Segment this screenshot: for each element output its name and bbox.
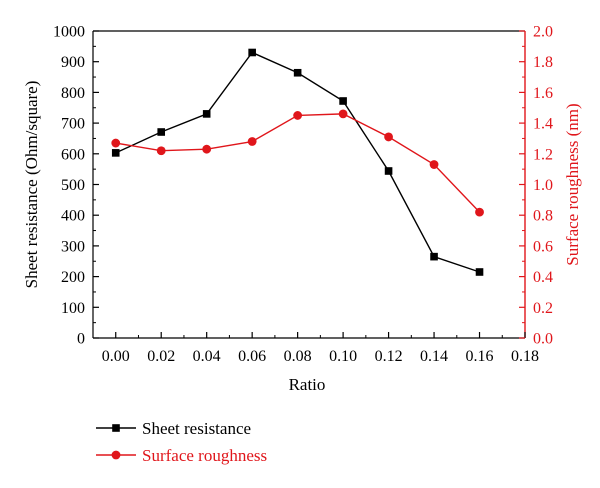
data-point-sheet-resistance <box>202 110 211 118</box>
left-y-tick-label: 100 <box>61 300 85 317</box>
right-y-tick-label: 1.4 <box>533 116 553 133</box>
x-tick-label: 0.14 <box>420 348 448 365</box>
x-tick-label: 0.10 <box>329 348 357 365</box>
plot-layer <box>111 48 484 276</box>
left-y-tick-label: 200 <box>61 269 85 286</box>
x-tick-label: 0.04 <box>193 348 221 365</box>
right-y-tick-label: 2.0 <box>533 24 553 41</box>
right-y-tick-label: 1.6 <box>533 85 553 102</box>
legend: Sheet resistance Surface roughness <box>96 419 267 465</box>
right-y-tick-label: 0.0 <box>533 331 553 348</box>
left-y-tick-label: 0 <box>77 331 85 348</box>
left-y-tick-label: 300 <box>61 238 85 255</box>
left-y-tick-label: 1000 <box>53 24 85 41</box>
left-y-axis-title: Sheet resistance (Ohm/square) <box>22 81 41 289</box>
left-y-tick-label: 800 <box>61 85 85 102</box>
data-point-surface-roughness <box>293 111 303 120</box>
data-point-sheet-resistance <box>384 167 393 175</box>
legend-label: Surface roughness <box>142 446 267 465</box>
data-point-surface-roughness <box>384 132 393 142</box>
data-point-surface-roughness <box>475 207 484 217</box>
x-tick-label: 0.06 <box>238 348 266 365</box>
data-point-surface-roughness <box>338 109 348 119</box>
data-point-sheet-resistance <box>293 68 302 77</box>
legend-label: Sheet resistance <box>142 419 251 438</box>
data-point-sheet-resistance <box>157 128 166 136</box>
left-y-tick-label: 700 <box>61 116 85 133</box>
x-tick-label: 0.16 <box>466 348 494 365</box>
right-y-tick-label: 1.0 <box>533 177 553 194</box>
right-y-tick-label: 0.8 <box>533 208 553 225</box>
series-line-sheet-resistance <box>115 51 480 273</box>
right-y-tick-label: 1.2 <box>533 146 553 163</box>
right-y-tick-label: 1.8 <box>533 54 553 71</box>
data-point-sheet-resistance <box>339 97 347 105</box>
right-y-tick-label: 0.4 <box>533 269 553 286</box>
right-y-axis-title: Surface roughness (nm) <box>563 103 582 265</box>
data-point-surface-roughness <box>202 144 212 154</box>
left-y-tick-label: 600 <box>61 146 85 163</box>
x-tick-label: 0.08 <box>284 348 312 365</box>
x-tick-label: 0.02 <box>147 348 175 365</box>
data-point-sheet-resistance <box>475 268 484 276</box>
left-y-tick-label: 400 <box>61 208 85 225</box>
left-y-tick-label: 500 <box>61 177 85 194</box>
data-point-surface-roughness <box>429 160 439 169</box>
x-axis-title: Ratio <box>289 375 326 394</box>
axes-layer: 0.00 0.02 0.04 0.06 0.08 0.10 0.12 0.14 0.16 0.18… <box>22 24 582 395</box>
legend-marker-circle <box>111 450 121 460</box>
x-tick-label: 0.12 <box>375 348 403 365</box>
data-point-sheet-resistance <box>248 48 256 57</box>
right-y-tick-label: 0.6 <box>533 238 553 255</box>
data-point-surface-roughness <box>156 146 166 156</box>
data-point-sheet-resistance <box>111 149 120 157</box>
data-point-sheet-resistance <box>430 252 438 261</box>
data-point-surface-roughness <box>247 137 257 146</box>
x-tick-label: 0.00 <box>102 348 130 365</box>
right-y-tick-label: 0.2 <box>533 300 553 317</box>
left-y-tick-label: 900 <box>61 54 85 71</box>
legend-marker-square <box>112 424 120 432</box>
data-point-surface-roughness <box>111 138 121 148</box>
x-tick-label: 0.18 <box>511 348 539 365</box>
